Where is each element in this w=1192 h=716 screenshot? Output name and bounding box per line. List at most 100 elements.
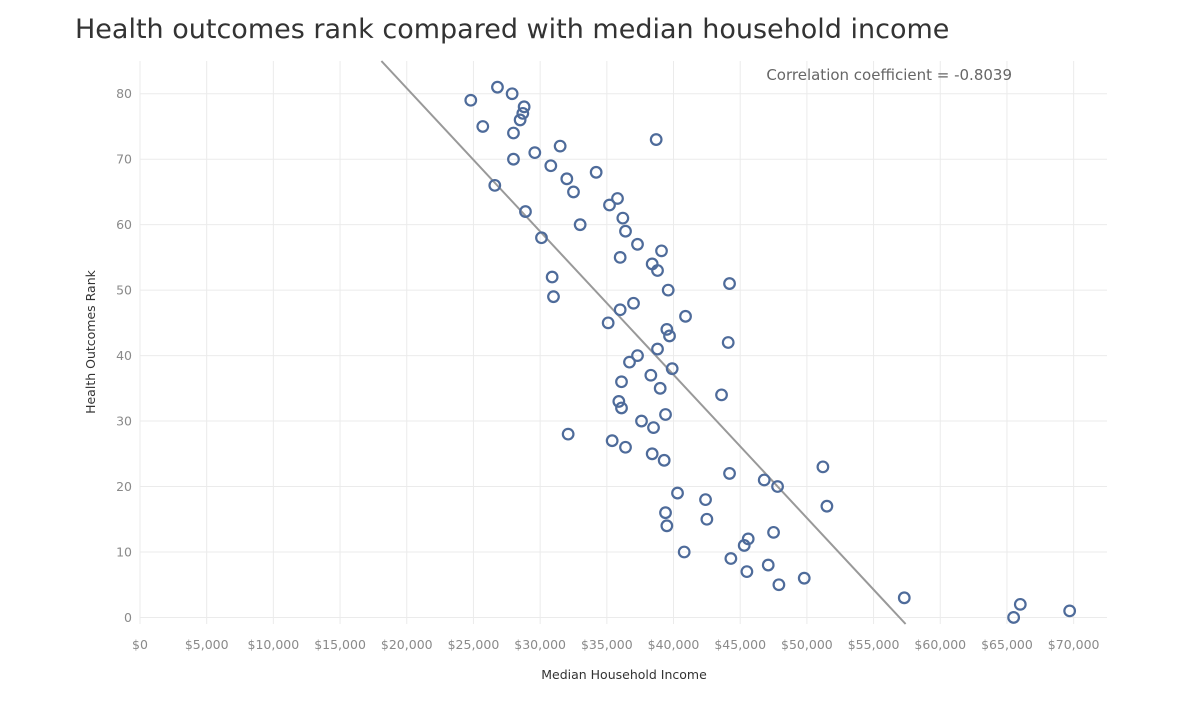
data-point[interactable]	[635, 414, 648, 428]
data-point[interactable]	[619, 440, 632, 454]
data-point[interactable]	[528, 146, 542, 160]
data-point[interactable]	[651, 342, 664, 356]
data-point[interactable]	[573, 218, 587, 232]
y-axis-ticks: 0 10 20 30 40 50 60 70 80	[116, 86, 132, 625]
data-point[interactable]	[772, 578, 786, 592]
data-point[interactable]	[517, 100, 531, 114]
data-point[interactable]	[721, 336, 735, 349]
data-point[interactable]	[1013, 597, 1027, 611]
data-point[interactable]	[601, 316, 615, 330]
data-point[interactable]	[567, 185, 580, 199]
data-point[interactable]	[627, 296, 640, 310]
data-point[interactable]	[699, 493, 712, 507]
data-point[interactable]	[464, 93, 478, 107]
data-point[interactable]	[553, 139, 567, 153]
x-tick-label: $70,000	[1048, 637, 1100, 652]
data-point[interactable]	[647, 421, 660, 435]
data-point[interactable]	[660, 519, 674, 533]
data-point[interactable]	[615, 401, 628, 415]
trend-line	[380, 60, 907, 625]
data-point[interactable]	[653, 381, 667, 395]
data-point[interactable]	[623, 355, 636, 369]
x-tick-label: $20,000	[381, 637, 433, 652]
data-point[interactable]	[631, 237, 644, 251]
data-point[interactable]	[613, 303, 627, 317]
y-axis-label: Health Outcomes Rank	[83, 269, 98, 414]
data-point[interactable]	[665, 362, 679, 376]
data-point[interactable]	[816, 460, 830, 474]
data-point[interactable]	[615, 375, 628, 389]
data-point[interactable]	[547, 290, 560, 304]
data-point[interactable]	[476, 120, 490, 133]
data-point[interactable]	[649, 133, 663, 146]
data-point[interactable]	[700, 512, 714, 526]
y-tick-label: 20	[116, 479, 132, 494]
data-points	[464, 80, 1077, 624]
data-point[interactable]	[488, 178, 502, 192]
data-point[interactable]	[631, 349, 644, 362]
y-tick-label: 50	[116, 283, 132, 298]
data-point[interactable]	[679, 309, 692, 323]
data-point[interactable]	[660, 323, 674, 336]
data-point[interactable]	[655, 244, 668, 258]
data-point[interactable]	[723, 467, 736, 480]
data-point[interactable]	[663, 329, 676, 343]
data-point[interactable]	[761, 558, 775, 572]
data-point[interactable]	[605, 434, 619, 448]
y-tick-label: 30	[116, 414, 132, 429]
x-tick-label: $50,000	[781, 637, 833, 652]
x-axis-label: Median Household Income	[541, 667, 707, 682]
data-point[interactable]	[505, 87, 519, 101]
data-point[interactable]	[659, 506, 672, 520]
data-point[interactable]	[645, 447, 659, 461]
data-point[interactable]	[661, 283, 675, 297]
data-point[interactable]	[1007, 611, 1021, 624]
data-point[interactable]	[771, 480, 784, 493]
data-point[interactable]	[651, 264, 664, 277]
data-point[interactable]	[507, 152, 520, 166]
data-point[interactable]	[611, 192, 624, 205]
data-point[interactable]	[1063, 604, 1077, 618]
data-point[interactable]	[519, 205, 532, 218]
data-point[interactable]	[561, 427, 575, 441]
data-point[interactable]	[657, 453, 671, 467]
data-point[interactable]	[767, 525, 780, 539]
data-point[interactable]	[545, 270, 559, 284]
data-point[interactable]	[535, 231, 548, 245]
data-point[interactable]	[507, 126, 520, 140]
x-tick-label: $25,000	[448, 637, 500, 652]
data-point[interactable]	[544, 159, 558, 173]
data-point[interactable]	[724, 552, 738, 565]
data-point[interactable]	[612, 395, 626, 408]
data-point[interactable]	[589, 165, 603, 179]
data-point[interactable]	[820, 499, 834, 513]
x-tick-label: $60,000	[914, 637, 966, 652]
data-point[interactable]	[516, 106, 530, 120]
y-tick-label: 70	[116, 152, 132, 167]
data-point[interactable]	[740, 565, 754, 579]
data-point[interactable]	[613, 250, 627, 264]
data-point[interactable]	[644, 368, 658, 382]
data-point[interactable]	[491, 80, 504, 94]
data-point[interactable]	[723, 277, 736, 290]
data-point[interactable]	[619, 224, 632, 238]
data-point[interactable]	[737, 539, 751, 552]
gridlines	[139, 61, 1107, 624]
data-point[interactable]	[741, 532, 755, 546]
x-tick-label: $65,000	[981, 637, 1033, 652]
data-point[interactable]	[715, 388, 728, 402]
data-point[interactable]	[659, 408, 672, 421]
data-point[interactable]	[616, 211, 630, 225]
data-point[interactable]	[677, 545, 691, 559]
x-tick-label: $0	[132, 637, 148, 652]
data-point[interactable]	[671, 486, 684, 500]
data-point[interactable]	[757, 473, 771, 487]
x-tick-label: $35,000	[581, 637, 633, 652]
data-point[interactable]	[513, 113, 527, 127]
data-point[interactable]	[560, 172, 574, 186]
data-point[interactable]	[603, 198, 616, 212]
data-point[interactable]	[797, 571, 811, 585]
data-point[interactable]	[897, 591, 911, 605]
y-tick-label: 80	[116, 86, 132, 101]
